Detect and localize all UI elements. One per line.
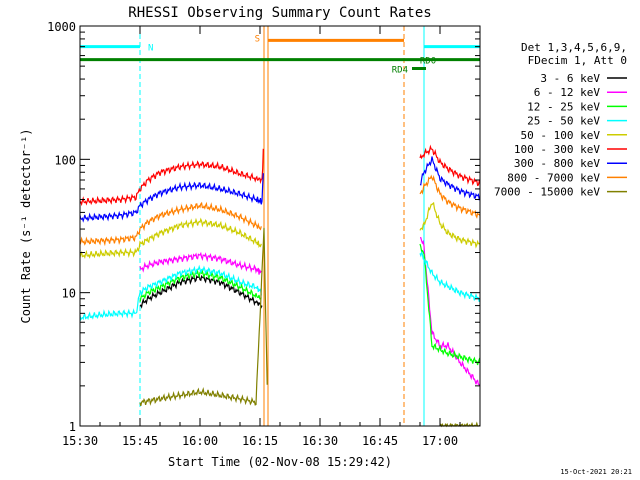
legend-label-8: 7000 - 15000 keV (494, 186, 600, 199)
y-tick-label-2: 100 (54, 153, 76, 167)
plot-decorations: N S RD0 RD4 (80, 26, 481, 426)
legend: Det 1,3,4,5,6,9, FDecim 1, Att 0 3 - 6 k… (494, 41, 627, 199)
series-line-6 (79, 156, 481, 223)
legend-label-3: 25 - 50 keV (527, 115, 600, 128)
x-tick-label-0: 15:30 (62, 434, 98, 448)
annotation-0: N (148, 44, 153, 54)
x-tick-label-6: 17:00 (422, 434, 458, 448)
series-layer (79, 144, 481, 428)
series-line-7 (79, 174, 481, 247)
y-tick-label-1: 10 (62, 287, 76, 301)
series-line-0 (139, 274, 263, 309)
y-axis: 1 10 100 1000 (47, 20, 480, 434)
legend-header-line-1: Det 1,3,4,5,6,9, (521, 41, 627, 54)
x-tick-label-2: 16:00 (182, 434, 218, 448)
x-axis-label: Start Time (02-Nov-08 15:29:42) (168, 455, 392, 469)
legend-label-7: 800 - 7000 keV (507, 171, 600, 184)
series-line-3 (79, 250, 481, 322)
x-tick-label-4: 16:30 (302, 434, 338, 448)
x-tick-label-5: 16:45 (362, 434, 398, 448)
annotation-2: RD0 (420, 57, 436, 67)
timestamp-stamp: 15-Oct-2021 20:21 (560, 468, 632, 476)
legend-label-5: 100 - 300 keV (514, 143, 600, 156)
legend-label-1: 6 - 12 keV (534, 86, 601, 99)
legend-label-0: 3 - 6 keV (540, 72, 600, 85)
x-tick-label-1: 15:45 (122, 434, 158, 448)
y-tick-label-3: 1000 (47, 20, 76, 34)
series-line-5 (79, 144, 481, 207)
legend-label-4: 50 - 100 keV (521, 129, 601, 142)
series-line-4 (79, 201, 481, 259)
annotation-1: S (255, 34, 260, 44)
x-axis: 15:30 15:45 16:00 16:15 16:30 16:45 17:00 (62, 26, 481, 448)
x-tick-label-3: 16:15 (242, 434, 278, 448)
chart-title: RHESSI Observing Summary Count Rates (128, 5, 431, 21)
legend-label-6: 300 - 800 keV (514, 157, 600, 170)
legend-header-line-2: FDecim 1, Att 0 (528, 54, 627, 67)
legend-label-2: 12 - 25 keV (527, 100, 600, 113)
annotation-3: RD4 (392, 66, 408, 76)
series-line-1 (139, 237, 481, 387)
y-axis-label: Count Rate (s⁻¹ detector⁻¹) (19, 128, 33, 323)
y-tick-label-0: 1 (69, 420, 76, 434)
